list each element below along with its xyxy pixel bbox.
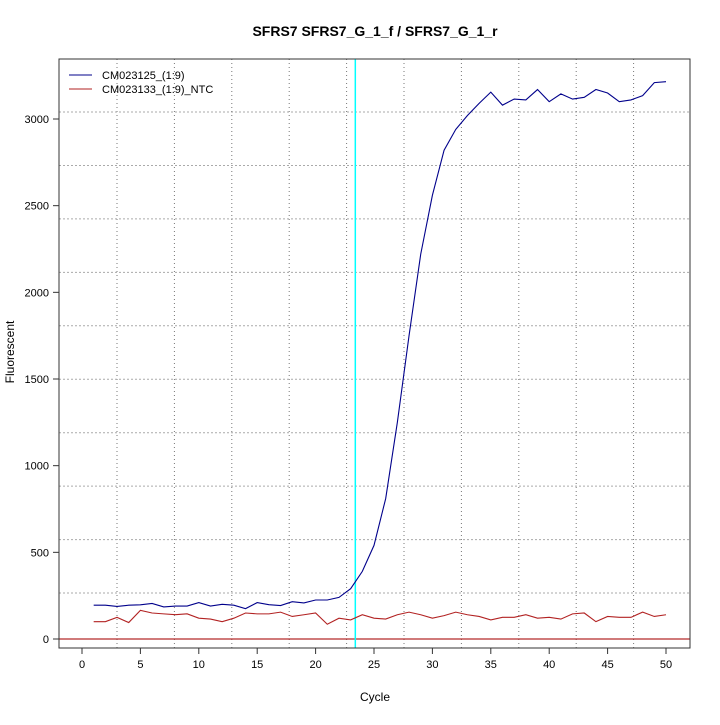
legend-label-0: CM023125_(1:9) (102, 70, 185, 82)
y-tick-label: 2000 (25, 287, 49, 299)
x-tick-label: 50 (660, 659, 672, 671)
x-tick-label: 5 (137, 659, 143, 671)
axes: 0 5 10 15 20 25 30 35 40 45 5005001000150020002500… (25, 58, 691, 671)
x-tick-label: 15 (251, 659, 263, 671)
legend-label-1: CM023133_(1:9)_NTC (102, 84, 213, 96)
x-tick-label: 35 (485, 659, 497, 671)
x-tick-label: 45 (601, 659, 613, 671)
y-axis-label: Fluorescent (3, 320, 17, 383)
y-tick-label: 2500 (25, 201, 49, 213)
x-tick-label: 30 (426, 659, 438, 671)
legend: CM023125_(1:9) CM023133_(1:9)_NTC (69, 70, 213, 96)
x-tick-label: 10 (193, 659, 205, 671)
y-tick-label: 1000 (25, 461, 49, 473)
series-line-1 (93, 609, 667, 625)
grid (59, 59, 690, 648)
y-tick-label: 3000 (25, 114, 49, 126)
y-tick-label: 0 (43, 634, 49, 646)
x-tick-label: 40 (543, 659, 555, 671)
x-tick-label: 0 (79, 659, 85, 671)
x-tick-label: 25 (368, 659, 380, 671)
x-axis-label: Cycle (360, 690, 390, 704)
chart-title: SFRS7 SFRS7_G_1_f / SFRS7_G_1_r (252, 23, 498, 39)
series-line-0 (93, 81, 667, 610)
plot-frame (58, 58, 691, 649)
y-tick-label: 500 (31, 547, 49, 559)
x-tick-label: 20 (309, 659, 321, 671)
y-tick-label: 1500 (25, 374, 49, 386)
plot-marks (59, 59, 690, 648)
